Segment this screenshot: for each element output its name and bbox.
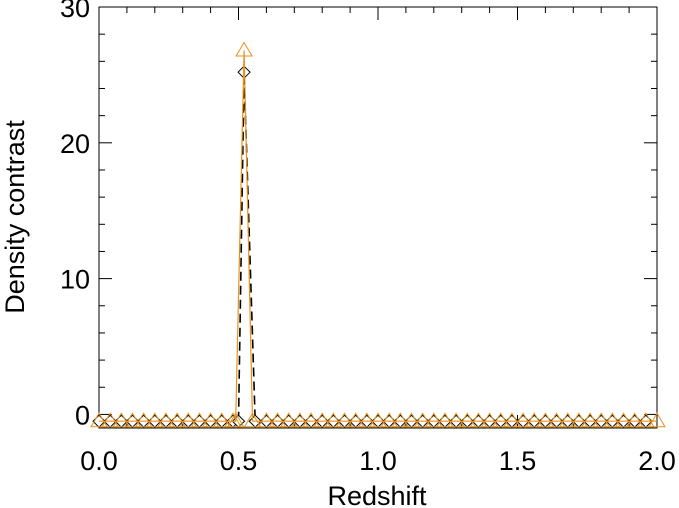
- triangle-point: [491, 412, 510, 428]
- triangle-point: [648, 412, 666, 428]
- triangle-point: [413, 412, 432, 428]
- triangle-point: [625, 412, 644, 428]
- triangle-point: [168, 412, 186, 428]
- y-axis-title: Density contrast: [0, 120, 30, 314]
- triangle-point: [90, 412, 108, 428]
- x-tick-label: 1.5: [499, 446, 537, 476]
- x-tick-label: 0.5: [220, 446, 258, 476]
- triangle-point: [458, 412, 477, 428]
- triangle-point: [514, 412, 532, 428]
- plot-frame: [98, 6, 658, 429]
- triangle-point: [592, 412, 611, 428]
- triangle-point: [346, 412, 365, 428]
- x-tick-label: 1.0: [359, 446, 397, 476]
- series-1-line: [99, 72, 646, 423]
- triangle-point: [603, 412, 622, 428]
- minor-ticks: [99, 7, 657, 428]
- triangle-point: [112, 412, 131, 428]
- triangle-point: [447, 412, 465, 428]
- triangle-point: [380, 412, 399, 428]
- triangle-point: [212, 412, 231, 428]
- triangle-point: [636, 412, 655, 428]
- triangle-point: [243, 412, 262, 428]
- y-tick-label: 20: [60, 129, 90, 159]
- y-tick-labels: 0 10 20 30: [60, 0, 90, 430]
- triangle-point: [357, 412, 376, 428]
- y-tick-label: 30: [60, 0, 90, 23]
- triangle-point: [424, 412, 443, 428]
- triangle-point: [226, 412, 245, 428]
- triangle-point: [581, 412, 599, 428]
- triangle-point: [257, 412, 276, 428]
- triangle-point: [123, 412, 142, 428]
- series-2-line: [99, 50, 657, 422]
- x-tick-label: 0.0: [80, 446, 118, 476]
- triangle-point: [313, 412, 332, 428]
- triangle-point: [201, 412, 220, 428]
- x-tick-label: 2.0: [638, 446, 676, 476]
- triangle-point: [558, 412, 577, 428]
- triangle-point: [190, 412, 209, 428]
- triangle-point: [503, 412, 521, 428]
- major-ticks: [98, 6, 658, 428]
- triangle-point: [268, 412, 287, 428]
- triangle-point: [402, 412, 421, 428]
- triangle-point: [145, 412, 164, 428]
- triangle-point: [570, 412, 588, 428]
- triangle-point: [614, 412, 633, 428]
- triangle-point: [179, 412, 198, 428]
- triangle-point: [291, 412, 309, 428]
- triangle-point: [391, 412, 410, 428]
- triangle-point: [101, 412, 120, 428]
- x-tick-labels: 0.0 0.5 1.0 1.5 2.0: [80, 446, 676, 476]
- triangle-point: [235, 41, 253, 57]
- y-tick-label: 0: [75, 400, 90, 430]
- triangle-point: [324, 412, 343, 428]
- triangle-point: [335, 412, 354, 428]
- y-tick-label: 10: [60, 265, 90, 295]
- triangle-point: [469, 412, 488, 428]
- triangle-point: [134, 412, 153, 428]
- triangle-point: [369, 412, 387, 428]
- triangle-point: [480, 412, 499, 428]
- triangle-point: [157, 412, 175, 428]
- triangle-point: [536, 412, 555, 428]
- triangle-point: [525, 412, 544, 428]
- triangle-point: [436, 412, 454, 428]
- triangle-point: [279, 412, 298, 428]
- series-layer: [90, 41, 666, 428]
- triangle-point: [547, 412, 566, 428]
- triangle-point: [302, 412, 320, 428]
- x-axis-title: Redshift: [327, 481, 427, 508]
